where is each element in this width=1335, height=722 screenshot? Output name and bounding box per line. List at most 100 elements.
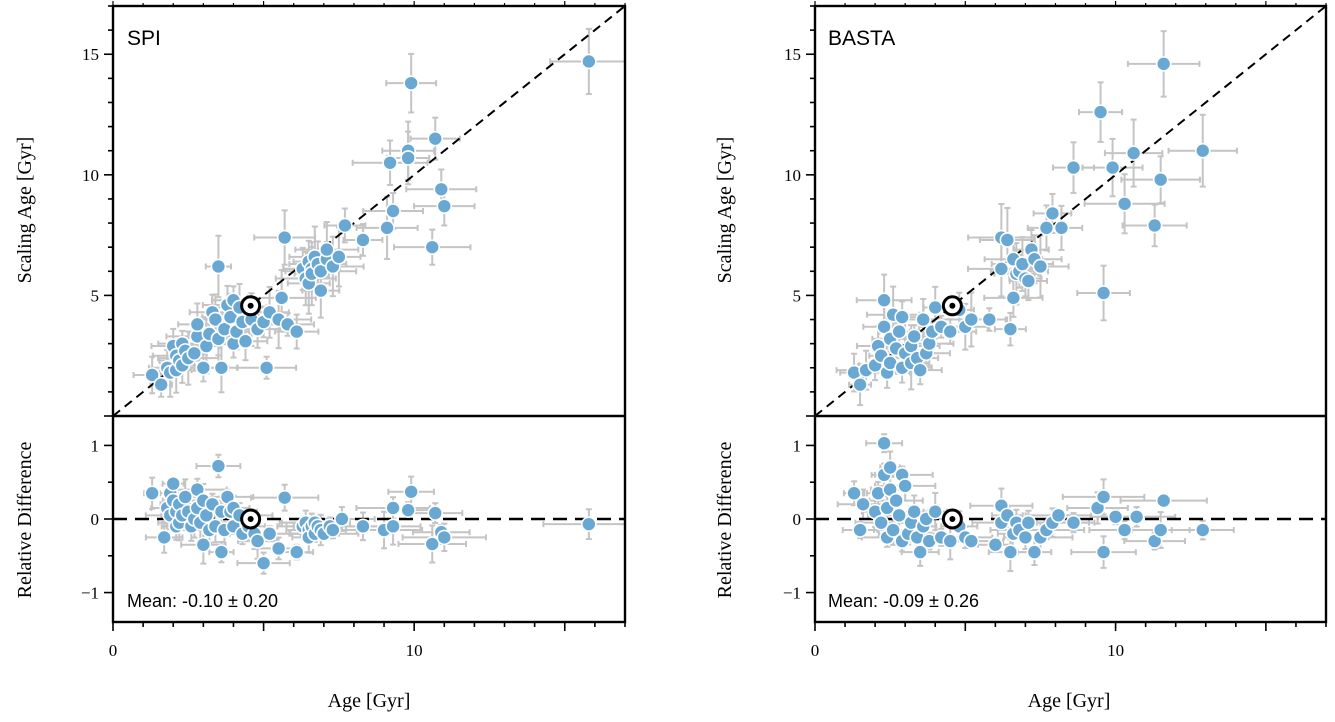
y-tick-label-top: 5 — [91, 286, 100, 305]
data-point-bottom — [927, 503, 944, 520]
data-point-bottom — [1050, 507, 1067, 524]
data-point-bottom — [873, 514, 889, 531]
data-point-top — [942, 323, 959, 340]
spi-mean-text: Mean: -0.10 ± 0.20 — [127, 591, 278, 611]
data-point-bottom — [891, 507, 907, 524]
data-point-bottom — [882, 459, 898, 476]
x-tick-label: 0 — [811, 641, 820, 660]
sun-marker-top — [941, 295, 963, 317]
data-point-top — [319, 241, 335, 258]
x-tick-label: 10 — [1107, 641, 1124, 660]
basta-x-axis-label: Age [Gyr] — [1028, 690, 1111, 712]
spi-panel: 0 10 5 10 15 −1 0 1 SPI Mean: -0.10 ± 0.20 Scal… — [14, 1, 627, 712]
data-point-top — [436, 198, 453, 214]
data-point-bottom — [177, 489, 194, 505]
data-point-top — [210, 258, 227, 275]
data-point-bottom — [255, 555, 272, 571]
data-point-bottom — [1026, 544, 1043, 560]
basta-panel-title: BASTA — [828, 27, 895, 50]
sun-marker-top — [240, 295, 262, 317]
data-point-bottom — [1065, 514, 1082, 531]
data-point-top — [894, 309, 910, 325]
data-point-top — [1155, 56, 1172, 72]
data-point-top — [186, 345, 203, 362]
data-point-top — [1116, 195, 1133, 212]
data-point-bottom — [270, 540, 287, 557]
data-point-bottom — [888, 492, 904, 509]
data-point-bottom — [1095, 544, 1112, 560]
data-point-top — [912, 362, 929, 378]
data-point-top — [1005, 290, 1022, 306]
data-point-bottom — [261, 525, 278, 542]
data-point-top — [144, 367, 160, 383]
data-point-bottom — [1152, 522, 1169, 538]
y-tick-label-bottom: −1 — [783, 584, 801, 603]
spi-panel-title: SPI — [127, 27, 161, 50]
data-point-bottom — [424, 536, 441, 552]
data-point-bottom — [156, 529, 172, 546]
data-point-top — [981, 311, 998, 328]
sun-marker-bottom — [941, 508, 963, 530]
spi-reference-lines — [112, 5, 626, 521]
y-tick-label-top: 10 — [82, 166, 99, 185]
data-point-top — [1044, 205, 1061, 222]
data-point-top — [876, 318, 892, 335]
spi-axes: 0 10 5 10 15 −1 0 1 — [81, 1, 627, 660]
data-point-bottom — [1095, 489, 1112, 505]
data-point-top — [906, 328, 922, 345]
data-point-top — [355, 232, 371, 248]
data-point-top — [153, 376, 169, 393]
data-point-bottom — [876, 435, 892, 452]
data-point-bottom — [942, 533, 959, 549]
data-point-top — [963, 311, 980, 328]
data-point-bottom — [852, 522, 868, 538]
basta-axes: 0 10 5 10 15 −1 0 1 — [783, 1, 1328, 660]
data-point-bottom — [1128, 508, 1145, 525]
data-point-top — [276, 229, 293, 246]
data-point-bottom — [403, 483, 419, 500]
data-point-bottom — [144, 485, 160, 502]
spi-data-points — [144, 53, 597, 571]
data-point-top — [1125, 145, 1142, 161]
data-point-top — [273, 290, 290, 306]
data-point-top — [852, 376, 868, 393]
data-point-top — [1146, 217, 1163, 234]
basta-panel: 0 10 5 10 15 −1 0 1 BASTA Mean: -0.09 ± 0.26 Sc… — [714, 1, 1328, 712]
data-point-bottom — [855, 496, 871, 513]
y-tick-label-bottom: 0 — [793, 510, 802, 529]
data-point-bottom — [987, 536, 1004, 553]
data-point-bottom — [1017, 529, 1034, 546]
data-point-bottom — [846, 485, 862, 502]
data-point-top — [993, 261, 1010, 277]
spi-y-axis-label-top: Scaling Age [Gyr] — [14, 137, 36, 284]
data-point-top — [382, 154, 398, 171]
data-point-top — [1104, 159, 1121, 176]
basta-y-axis-label-top: Scaling Age [Gyr] — [714, 137, 736, 284]
data-point-bottom — [385, 518, 401, 535]
y-tick-label-top: 15 — [784, 45, 801, 64]
data-point-bottom — [427, 505, 444, 521]
data-point-bottom — [436, 529, 453, 546]
data-point-top — [379, 220, 395, 236]
spi-y-axis-label-bottom: Relative Difference — [14, 442, 36, 599]
data-point-bottom — [912, 544, 929, 560]
data-point-bottom — [213, 544, 230, 560]
data-point-top — [403, 75, 419, 91]
data-point-top — [313, 282, 329, 299]
basta-mean-text: Mean: -0.09 ± 0.26 — [828, 591, 979, 611]
data-point-top — [385, 203, 401, 219]
data-point-bottom — [906, 503, 922, 520]
data-point-top — [195, 359, 212, 376]
data-point-bottom — [355, 518, 371, 535]
data-point-top — [207, 311, 224, 328]
basta-data-points — [846, 56, 1211, 560]
data-point-top — [927, 299, 944, 316]
y-tick-label-top: 5 — [793, 286, 802, 305]
y-tick-label-top: 10 — [784, 166, 801, 185]
data-point-bottom — [963, 533, 980, 549]
data-point-top — [581, 53, 597, 70]
y-tick-label-bottom: 0 — [91, 510, 100, 529]
data-point-bottom — [581, 516, 597, 532]
data-point-top — [876, 292, 892, 309]
